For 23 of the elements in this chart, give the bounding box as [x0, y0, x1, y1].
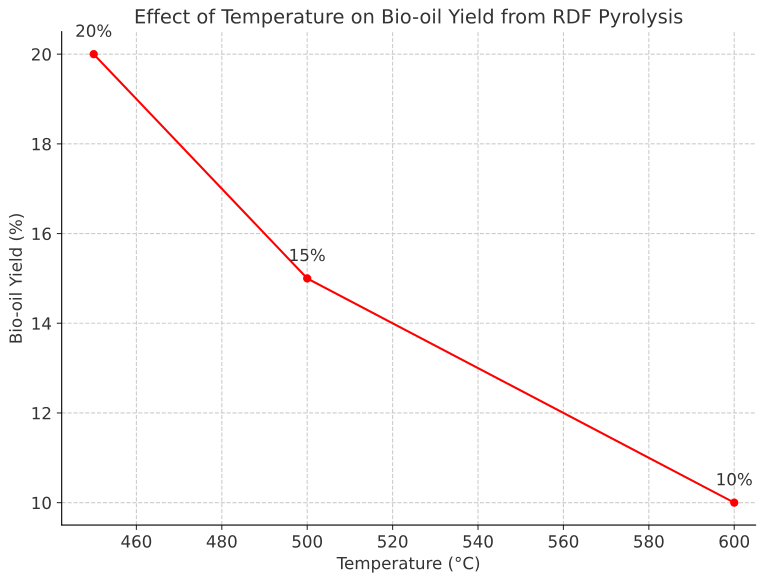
x-tick-label: 520	[378, 535, 408, 548]
y-tick-label: 14	[32, 317, 52, 330]
point	[90, 50, 98, 58]
x-tick-label: 460	[121, 535, 152, 548]
x-tick-label: 480	[206, 535, 237, 548]
y-tick-label: 20	[32, 48, 51, 61]
data-label: 15%	[290, 248, 325, 262]
x-tick-label: 580	[634, 535, 664, 548]
y-tick-label: 10	[32, 496, 51, 510]
x-tick-label: 500	[292, 535, 322, 548]
x-tick-label: 540	[463, 535, 493, 548]
y-tick-label: 18	[32, 138, 51, 150]
y-tick-label: 16	[32, 228, 51, 240]
data-label: 20%	[76, 24, 112, 38]
y-tick-label: 12	[32, 406, 50, 420]
point	[730, 498, 738, 507]
x-tick-label: 600	[719, 535, 750, 548]
point	[303, 274, 312, 283]
x-axis-title: Temperature (°C)	[336, 556, 480, 573]
data-label: 10%	[718, 472, 752, 486]
y-axis-title: Bio-oil Yield (%)	[9, 214, 24, 342]
x-tick-label: 560	[548, 535, 578, 548]
chart-title: Effect of Temperature on Bio-oil Yield from RDF Pyrolysis	[136, 8, 682, 28]
